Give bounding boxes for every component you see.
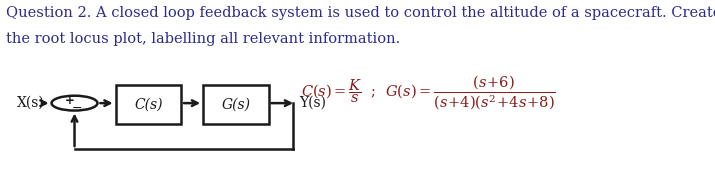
- Text: X(s): X(s): [17, 96, 45, 110]
- FancyBboxPatch shape: [116, 85, 181, 124]
- Text: the root locus plot, labelling all relevant information.: the root locus plot, labelling all relev…: [6, 32, 400, 46]
- Text: G(s): G(s): [222, 98, 250, 112]
- Text: −: −: [72, 102, 82, 115]
- Text: $C(s) = \dfrac{K}{s}$  ;  $G(s) = \dfrac{(s\!+\!6)}{(s\!+\!4)(s^2\!+\!4s\!+\!8)}: $C(s) = \dfrac{K}{s}$ ; $G(s) = \dfrac{(…: [302, 73, 556, 112]
- Text: +: +: [65, 94, 75, 107]
- FancyBboxPatch shape: [203, 85, 269, 124]
- Text: C(s): C(s): [134, 98, 162, 112]
- Text: Question 2. A closed loop feedback system is used to control the altitude of a s: Question 2. A closed loop feedback syste…: [6, 6, 715, 20]
- Text: Y(s): Y(s): [299, 96, 326, 110]
